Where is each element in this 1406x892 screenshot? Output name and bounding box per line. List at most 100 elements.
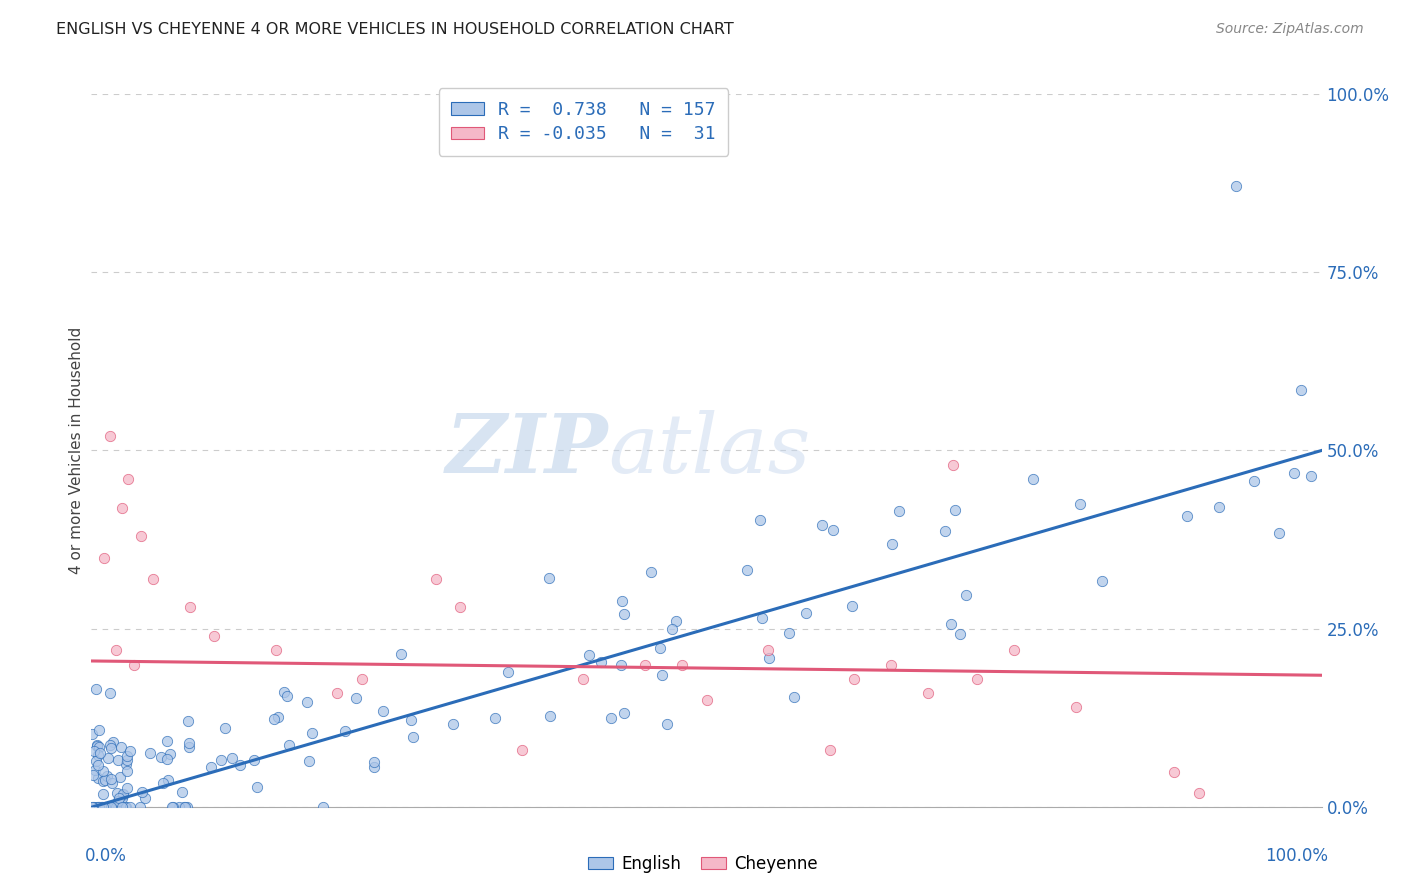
Point xyxy=(1022,472,1045,486)
Point xyxy=(640,566,662,580)
Point xyxy=(83,800,105,814)
Point xyxy=(103,800,125,814)
Point xyxy=(107,794,129,808)
Point xyxy=(613,706,636,721)
Point xyxy=(842,672,865,686)
Point xyxy=(100,776,122,790)
Point xyxy=(295,695,318,709)
Point xyxy=(80,800,103,814)
Point xyxy=(149,750,172,764)
Point xyxy=(115,764,138,778)
Point xyxy=(1069,497,1091,511)
Point xyxy=(737,563,759,577)
Point xyxy=(104,800,127,814)
Point xyxy=(120,744,142,758)
Point xyxy=(655,716,678,731)
Point xyxy=(112,788,135,802)
Legend: R =  0.738   N = 157, R = -0.035   N =  31: R = 0.738 N = 157, R = -0.035 N = 31 xyxy=(439,88,728,156)
Point xyxy=(87,800,110,814)
Point xyxy=(821,523,844,537)
Point xyxy=(103,800,125,814)
Point xyxy=(115,748,138,763)
Point xyxy=(131,785,153,799)
Point xyxy=(425,572,447,586)
Point xyxy=(110,739,132,754)
Point xyxy=(301,725,323,739)
Point xyxy=(229,758,252,772)
Point xyxy=(298,754,321,768)
Point xyxy=(91,800,114,814)
Point xyxy=(118,800,141,814)
Point xyxy=(402,730,425,744)
Point xyxy=(91,788,114,802)
Point xyxy=(112,788,135,802)
Point xyxy=(665,614,688,628)
Point xyxy=(246,780,269,794)
Point xyxy=(578,648,600,663)
Point xyxy=(84,681,107,696)
Point xyxy=(278,738,301,752)
Point xyxy=(142,572,165,586)
Point xyxy=(96,769,118,783)
Point xyxy=(179,600,201,615)
Point xyxy=(98,429,121,443)
Point xyxy=(650,641,672,656)
Point xyxy=(1064,700,1087,714)
Point xyxy=(695,693,717,707)
Point xyxy=(610,658,633,673)
Point xyxy=(107,754,129,768)
Point xyxy=(1243,474,1265,488)
Text: ZIP: ZIP xyxy=(446,410,607,491)
Point xyxy=(221,751,243,765)
Point xyxy=(273,685,295,699)
Point xyxy=(84,763,107,777)
Point xyxy=(572,672,595,686)
Point xyxy=(98,739,121,753)
Point xyxy=(778,626,800,640)
Point xyxy=(156,752,179,766)
Point xyxy=(169,800,191,814)
Point xyxy=(749,514,772,528)
Point xyxy=(82,727,104,741)
Point xyxy=(94,800,117,814)
Point xyxy=(756,643,779,657)
Point xyxy=(107,800,129,814)
Point xyxy=(634,657,657,672)
Point xyxy=(661,623,683,637)
Point xyxy=(87,723,110,737)
Point xyxy=(156,772,179,787)
Point xyxy=(86,739,108,753)
Point xyxy=(373,704,395,718)
Point xyxy=(263,712,285,726)
Point xyxy=(111,791,134,805)
Point xyxy=(484,711,506,725)
Point xyxy=(114,800,136,814)
Point xyxy=(1289,384,1312,398)
Point xyxy=(110,770,132,784)
Point xyxy=(89,800,111,814)
Point xyxy=(200,759,222,773)
Point xyxy=(1163,764,1185,779)
Point xyxy=(86,739,108,753)
Point xyxy=(335,724,357,739)
Point xyxy=(671,657,693,672)
Point xyxy=(811,517,834,532)
Point xyxy=(209,753,232,767)
Point xyxy=(1208,500,1230,514)
Point xyxy=(1175,509,1198,524)
Point xyxy=(108,790,131,805)
Point xyxy=(264,643,287,657)
Point xyxy=(111,500,134,515)
Point xyxy=(1225,179,1247,194)
Point xyxy=(177,739,200,754)
Point xyxy=(152,776,174,790)
Point xyxy=(117,472,139,486)
Point xyxy=(1268,526,1291,541)
Point xyxy=(1299,469,1322,483)
Point xyxy=(363,760,385,774)
Point xyxy=(173,800,195,814)
Point xyxy=(89,746,111,760)
Text: 100.0%: 100.0% xyxy=(1265,847,1327,864)
Point xyxy=(103,800,125,814)
Point xyxy=(91,800,114,814)
